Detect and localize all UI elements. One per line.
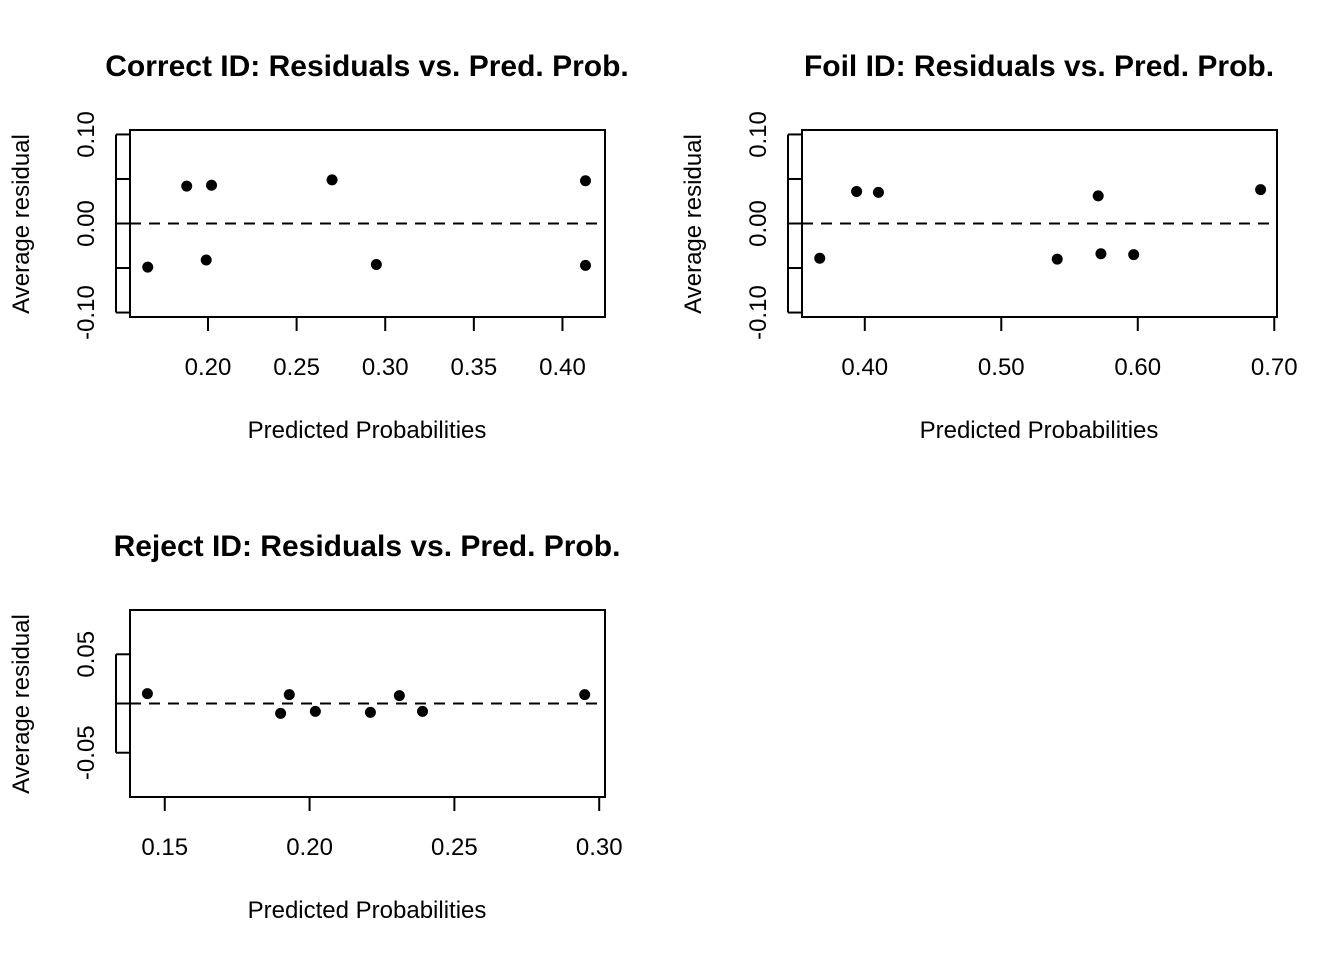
plot-body: 0.40 0.50 0.60 0.70 -0.10 0.00 0.10 <box>745 111 1298 381</box>
y-axis-label: Average residual <box>8 134 35 314</box>
data-point <box>580 175 592 187</box>
data-point <box>417 705 429 717</box>
data-point <box>579 689 591 701</box>
chart-title: Foil ID: Residuals vs. Pred. Prob. <box>804 50 1274 83</box>
data-point <box>141 688 153 700</box>
data-point <box>283 689 295 701</box>
panel-correct-id: Correct ID: Residuals vs. Pred. Prob. 0.… <box>8 50 629 444</box>
data-point <box>1051 253 1063 265</box>
data-point <box>309 705 321 717</box>
data-point <box>1128 249 1140 261</box>
x-tick-label: 0.30 <box>576 834 623 861</box>
plot-body: 0.15 0.20 0.25 0.30 -0.05 0.05 <box>73 631 623 861</box>
data-point <box>275 707 287 719</box>
x-tick-label: 0.60 <box>1114 354 1161 381</box>
data-point <box>814 252 826 264</box>
y-tick-label: 0.10 <box>73 111 100 158</box>
y-tick-label: 0.00 <box>73 200 100 247</box>
data-point <box>1095 248 1107 260</box>
x-tick-label: 0.35 <box>450 354 497 381</box>
y-tick-label: 0.10 <box>745 111 772 158</box>
x-tick-label: 0.70 <box>1251 354 1298 381</box>
x-tick-label: 0.30 <box>362 354 409 381</box>
y-tick-label: 0.05 <box>73 631 100 678</box>
data-point <box>851 185 863 197</box>
y-axis-label: Average residual <box>8 614 35 794</box>
data-point <box>200 254 212 266</box>
y-axis-label: Average residual <box>680 134 707 314</box>
panel-reject-id: Reject ID: Residuals vs. Pred. Prob. 0.1… <box>8 530 623 924</box>
x-tick-label: 0.40 <box>841 354 888 381</box>
x-axis-label: Predicted Probabilities <box>920 417 1159 444</box>
plot-body: 0.20 0.25 0.30 0.35 0.40 -0.10 0.00 0.10 <box>73 111 605 381</box>
data-point <box>206 179 218 191</box>
data-point <box>364 706 376 718</box>
x-tick-label: 0.50 <box>978 354 1025 381</box>
x-axis-label: Predicted Probabilities <box>248 417 487 444</box>
x-tick-label: 0.20 <box>185 354 232 381</box>
x-tick-label: 0.20 <box>286 834 333 861</box>
data-point <box>181 180 193 192</box>
x-tick-label: 0.40 <box>539 354 586 381</box>
data-point <box>393 690 405 702</box>
y-tick-label: -0.10 <box>745 285 772 340</box>
data-point <box>580 259 592 271</box>
data-point <box>142 261 154 273</box>
y-tick-label: -0.05 <box>73 725 100 780</box>
data-point <box>1255 184 1267 196</box>
y-tick-label: 0.00 <box>745 200 772 247</box>
x-tick-label: 0.25 <box>273 354 320 381</box>
data-point <box>370 258 382 270</box>
data-point <box>1092 190 1104 202</box>
x-axis-label: Predicted Probabilities <box>248 897 487 924</box>
data-point <box>872 186 884 198</box>
panel-foil-id: Foil ID: Residuals vs. Pred. Prob. 0.40 0… <box>680 50 1298 444</box>
x-tick-label: 0.15 <box>141 834 188 861</box>
x-tick-label: 0.25 <box>431 834 478 861</box>
chart-title: Reject ID: Residuals vs. Pred. Prob. <box>114 530 621 563</box>
data-point <box>326 174 338 186</box>
chart-title: Correct ID: Residuals vs. Pred. Prob. <box>105 50 629 83</box>
y-tick-label: -0.10 <box>73 285 100 340</box>
